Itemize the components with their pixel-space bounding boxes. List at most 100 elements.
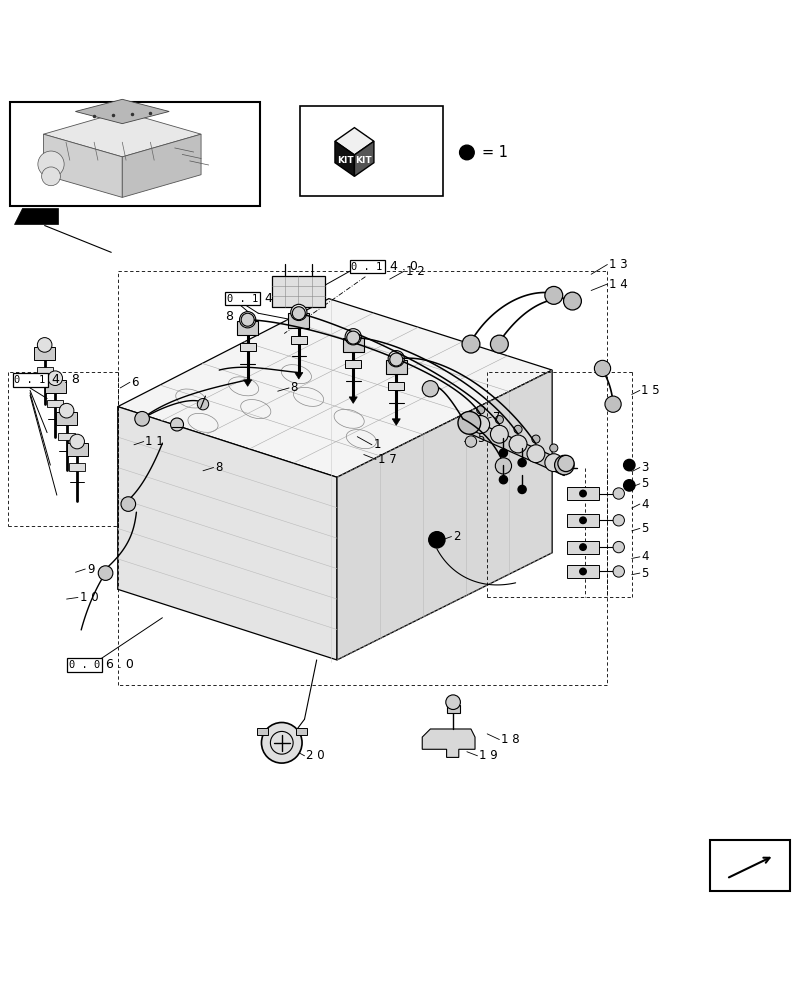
Bar [45,380,66,393]
Bar [710,840,789,891]
Polygon shape [422,729,474,757]
Bar [290,336,307,344]
Polygon shape [122,134,201,197]
Text: 2: 2 [453,530,460,543]
Text: 0 . 1: 0 . 1 [15,375,45,385]
Text: 5: 5 [476,432,483,445]
Text: 0 . 1: 0 . 1 [351,262,382,272]
Text: 1 0: 1 0 [79,591,98,604]
Text: 6 . 0: 6 . 0 [106,658,134,671]
Circle shape [37,338,52,352]
Text: 0 . 1: 0 . 1 [227,294,258,304]
Circle shape [495,416,503,424]
Bar [47,400,63,407]
Circle shape [513,425,521,433]
Text: 2 0: 2 0 [306,749,324,762]
Circle shape [471,416,489,433]
Text: 8: 8 [225,310,233,323]
Circle shape [345,329,361,345]
Text: 1: 1 [373,438,380,451]
Text: 3: 3 [641,461,648,474]
Circle shape [239,312,255,328]
Text: 4: 4 [641,498,648,511]
Polygon shape [354,141,373,176]
Circle shape [170,418,183,431]
Circle shape [490,335,508,353]
Bar [36,367,53,374]
Circle shape [48,371,62,386]
Bar [69,463,85,471]
Bar [300,106,442,196]
Text: 8: 8 [290,381,298,394]
Circle shape [490,425,508,443]
Bar [566,514,599,527]
Circle shape [428,532,444,548]
Polygon shape [469,419,564,476]
Text: 0 . 0: 0 . 0 [69,660,100,670]
Text: = 1: = 1 [482,145,508,160]
Circle shape [557,455,573,472]
Circle shape [531,435,539,443]
Circle shape [461,335,479,353]
Circle shape [623,480,634,491]
Circle shape [544,454,562,472]
Bar [56,412,77,425]
Circle shape [612,488,624,499]
Text: 8: 8 [215,461,222,474]
Circle shape [389,353,402,366]
Text: 1 4: 1 4 [608,278,627,291]
Circle shape [594,360,610,377]
Text: KIT: KIT [337,156,354,165]
Text: 1 8: 1 8 [500,733,519,746]
Bar [237,321,258,335]
Text: 6: 6 [131,376,139,389]
Circle shape [549,444,557,452]
Polygon shape [334,128,373,155]
Polygon shape [44,134,122,197]
Text: 1 2: 1 2 [406,265,424,278]
Polygon shape [349,397,357,403]
Circle shape [290,304,307,321]
Circle shape [59,403,74,418]
Circle shape [388,351,404,367]
Circle shape [261,722,302,763]
Circle shape [517,459,526,467]
Text: 5: 5 [641,477,648,490]
Circle shape [612,541,624,553]
Circle shape [346,331,359,344]
Text: 1 3: 1 3 [608,258,627,271]
Bar [257,728,268,735]
Text: 4 . 8: 4 . 8 [52,373,79,386]
Circle shape [41,167,60,186]
Circle shape [70,434,84,449]
Bar [296,728,307,735]
Circle shape [517,485,526,494]
Bar [566,565,599,578]
Bar [342,338,363,352]
Circle shape [476,406,484,414]
Circle shape [495,458,511,474]
Circle shape [121,497,135,511]
Circle shape [604,396,620,412]
Text: KIT: KIT [354,156,371,165]
Bar [345,360,361,368]
Polygon shape [14,208,58,224]
Circle shape [241,313,254,326]
Circle shape [38,151,64,177]
Circle shape [579,517,586,524]
Bar [58,433,75,440]
Text: 7: 7 [492,411,500,424]
Bar [288,313,309,328]
Text: 4 . 0: 4 . 0 [389,260,417,273]
Circle shape [197,398,208,410]
Bar [34,347,55,360]
Circle shape [563,292,581,310]
Circle shape [526,445,544,463]
Text: 1 5: 1 5 [641,384,659,397]
Text: 4: 4 [264,292,272,305]
Text: 4: 4 [641,550,648,563]
Polygon shape [392,419,400,425]
Bar [566,487,599,500]
Polygon shape [334,141,354,176]
Bar [272,276,324,307]
